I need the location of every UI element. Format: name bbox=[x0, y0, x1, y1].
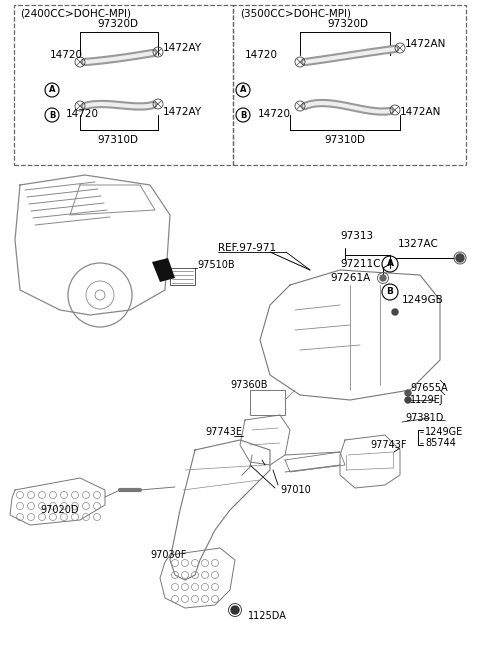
Text: 97211C: 97211C bbox=[340, 259, 381, 269]
Circle shape bbox=[456, 254, 464, 262]
Circle shape bbox=[380, 275, 386, 281]
Text: REF.97-971: REF.97-971 bbox=[218, 243, 276, 253]
Text: B: B bbox=[386, 287, 394, 297]
Text: 97310D: 97310D bbox=[324, 135, 365, 145]
Text: 97030F: 97030F bbox=[150, 550, 186, 560]
Bar bbox=[233, 5, 466, 165]
Text: A: A bbox=[386, 260, 394, 268]
Circle shape bbox=[231, 606, 239, 614]
Polygon shape bbox=[152, 258, 175, 282]
Text: 97360B: 97360B bbox=[230, 380, 267, 390]
Text: 97320D: 97320D bbox=[97, 19, 139, 29]
Text: 97261A: 97261A bbox=[330, 273, 370, 283]
Circle shape bbox=[405, 390, 411, 396]
Text: A: A bbox=[240, 85, 246, 94]
Circle shape bbox=[392, 309, 398, 315]
Text: 1472AY: 1472AY bbox=[163, 43, 202, 53]
Text: B: B bbox=[240, 110, 246, 119]
Text: B: B bbox=[49, 110, 55, 119]
Text: 14720: 14720 bbox=[50, 50, 83, 60]
Text: 14720: 14720 bbox=[245, 50, 278, 60]
Text: 97510B: 97510B bbox=[197, 260, 235, 270]
Text: 1472AN: 1472AN bbox=[405, 39, 446, 49]
Text: 97020D: 97020D bbox=[40, 505, 79, 515]
Bar bbox=[14, 5, 233, 165]
Text: 97320D: 97320D bbox=[327, 19, 369, 29]
Text: 14720: 14720 bbox=[258, 109, 291, 119]
Text: 1472AY: 1472AY bbox=[163, 107, 202, 117]
Text: 97743E: 97743E bbox=[205, 427, 242, 437]
Bar bbox=[250, 390, 285, 415]
Text: 97010: 97010 bbox=[280, 485, 311, 495]
Text: 14720: 14720 bbox=[66, 109, 99, 119]
Text: A: A bbox=[49, 85, 55, 94]
Circle shape bbox=[405, 397, 411, 403]
Text: 1129EJ: 1129EJ bbox=[410, 395, 444, 405]
Text: 97655A: 97655A bbox=[410, 383, 448, 393]
Bar bbox=[170, 268, 195, 285]
Text: (2400CC>DOHC-MPI): (2400CC>DOHC-MPI) bbox=[20, 9, 131, 19]
Text: 1472AN: 1472AN bbox=[400, 107, 442, 117]
Text: 1249GB: 1249GB bbox=[402, 295, 444, 305]
Text: 1249GE: 1249GE bbox=[425, 427, 463, 437]
Text: 97313: 97313 bbox=[340, 231, 373, 241]
Text: 1125DA: 1125DA bbox=[248, 611, 287, 621]
Text: 97743F: 97743F bbox=[370, 440, 407, 450]
Text: (3500CC>DOHC-MPI): (3500CC>DOHC-MPI) bbox=[240, 9, 351, 19]
Text: 85744: 85744 bbox=[425, 438, 456, 448]
Text: 97381D: 97381D bbox=[405, 413, 444, 423]
Text: 1327AC: 1327AC bbox=[398, 239, 439, 249]
Text: 97310D: 97310D bbox=[97, 135, 139, 145]
